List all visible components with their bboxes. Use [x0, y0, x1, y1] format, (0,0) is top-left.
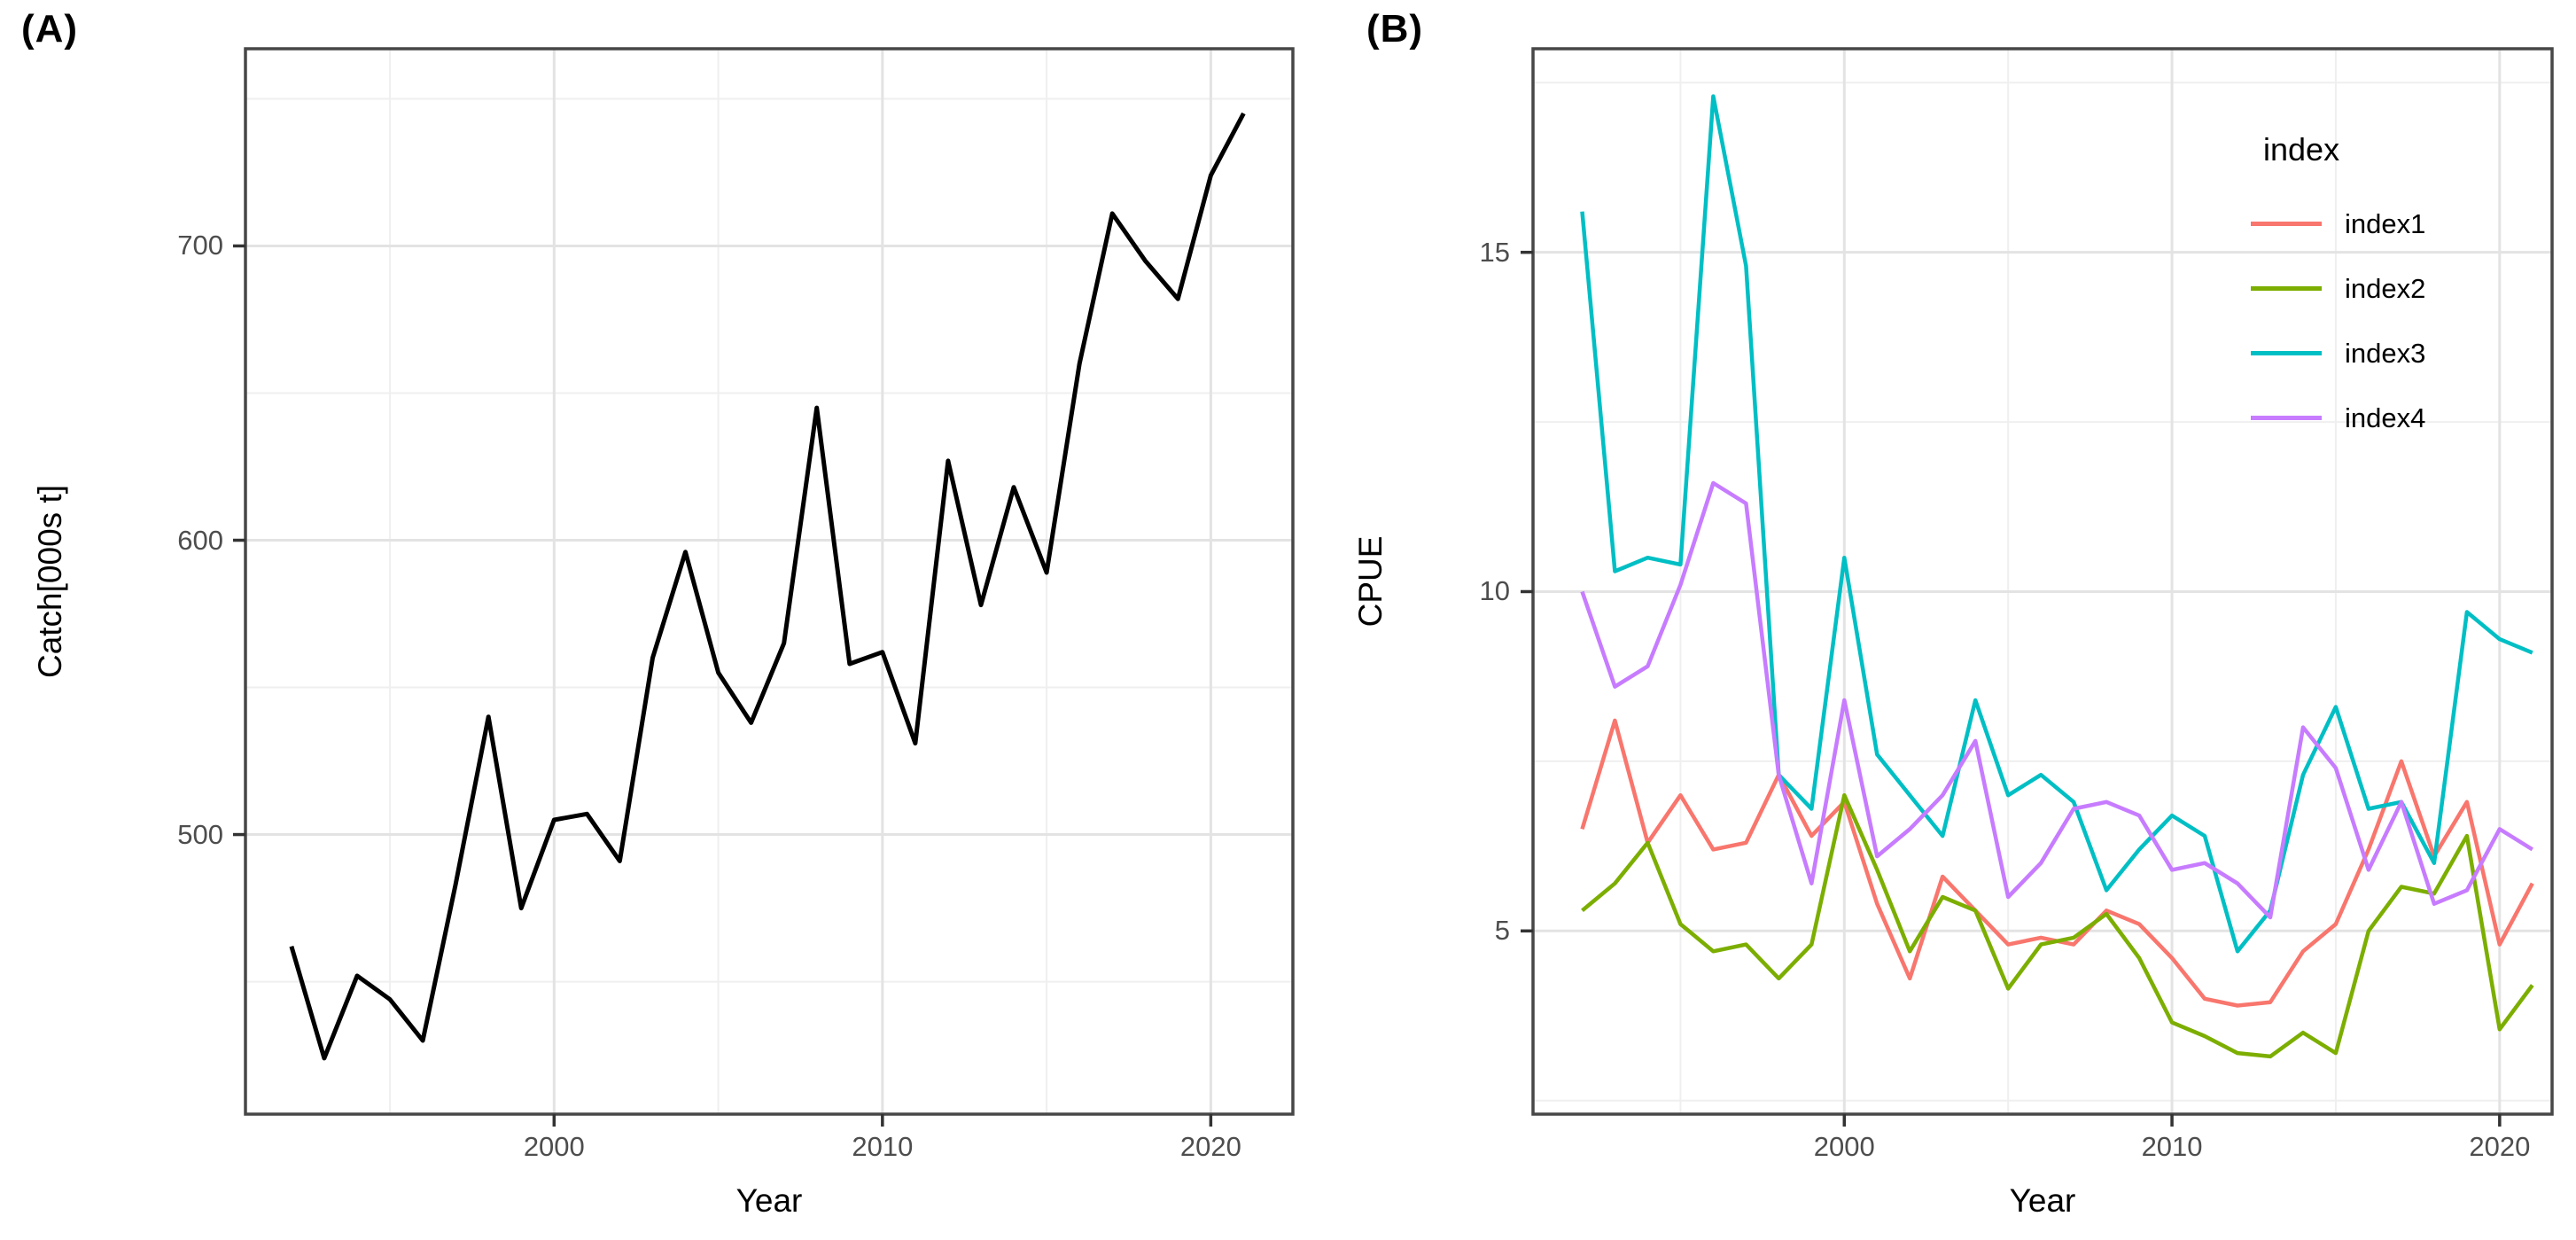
- x-tick-label: 2010: [852, 1131, 914, 1162]
- series-line-catch: [289, 112, 1246, 1061]
- legend-label: index4: [2345, 402, 2426, 433]
- legend-item-index1: index1: [2251, 191, 2517, 256]
- x-tick-label: 2000: [1813, 1131, 1875, 1162]
- x-tick-label: 2010: [2141, 1131, 2203, 1162]
- legend-item-index3: index3: [2251, 321, 2517, 386]
- series-line-index4: [1580, 480, 2533, 920]
- legend-item-index4: index4: [2251, 386, 2517, 450]
- y-tick-label: 15: [1479, 236, 1510, 268]
- y-tick-label: 600: [177, 524, 223, 556]
- y-tick-label: 5: [1494, 915, 1510, 947]
- legend-rows: index1 index2 index3 index4: [2251, 191, 2517, 450]
- panel-b-x-axis-title: Year: [2009, 1182, 2076, 1219]
- panel-b-y-axis-title: CPUE: [1352, 535, 1389, 628]
- legend-item-index2: index2: [2251, 256, 2517, 321]
- panel-a-tag: (A): [21, 7, 79, 51]
- legend-line-swatch-index3: [2251, 351, 2322, 355]
- panel-border: [244, 47, 1295, 1116]
- panel-border: [1531, 47, 2554, 1116]
- x-tick-label: 2020: [2469, 1131, 2531, 1162]
- legend-title: index: [2263, 131, 2340, 168]
- x-tick-label: 2020: [1179, 1131, 1241, 1162]
- legend-label: index2: [2345, 272, 2426, 304]
- legend-line-swatch-index4: [2251, 416, 2322, 420]
- y-tick-label: 700: [177, 230, 223, 261]
- legend-label: index1: [2345, 207, 2426, 239]
- y-tick-label: 500: [177, 818, 223, 850]
- series-line-index2: [1581, 792, 2534, 1059]
- panel-b-tag: (B): [1366, 7, 1424, 51]
- legend-line-swatch-index1: [2251, 222, 2322, 226]
- panel-a-y-axis-title: Catch[000s t]: [32, 485, 68, 679]
- panel-b-legend: index index1 index2 index3 index4: [2251, 131, 2517, 450]
- series-line-index3: [1580, 94, 2533, 954]
- panel-a-x-axis-title: Year: [735, 1182, 803, 1219]
- x-tick-label: 2000: [523, 1131, 585, 1162]
- legend-line-swatch-index2: [2251, 286, 2322, 291]
- legend-label: index3: [2345, 337, 2426, 369]
- series-line-index1: [1580, 718, 2534, 1008]
- y-tick-label: 10: [1479, 575, 1510, 607]
